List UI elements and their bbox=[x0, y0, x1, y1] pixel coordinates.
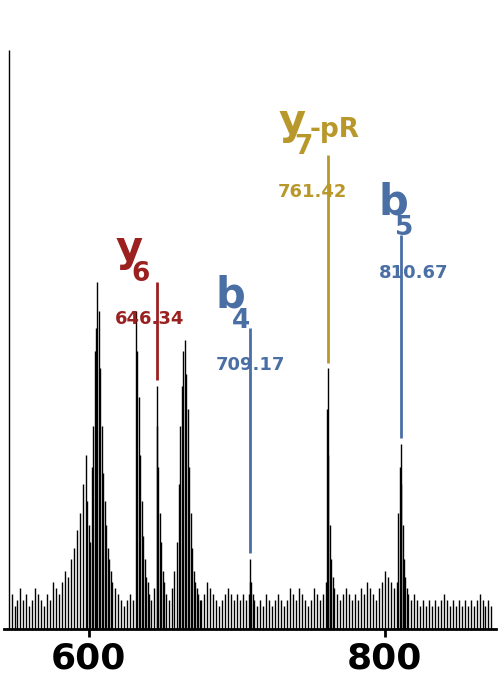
Text: 7: 7 bbox=[294, 134, 313, 160]
Text: 4: 4 bbox=[232, 308, 250, 334]
Text: 6: 6 bbox=[132, 262, 150, 288]
Text: 761.42: 761.42 bbox=[278, 183, 347, 201]
Text: y: y bbox=[115, 228, 142, 270]
Text: 709.17: 709.17 bbox=[216, 356, 286, 374]
Text: 5: 5 bbox=[395, 216, 413, 241]
Text: -pR: -pR bbox=[309, 117, 359, 143]
Text: b: b bbox=[216, 275, 246, 316]
Text: y: y bbox=[278, 101, 305, 143]
Text: 646.34: 646.34 bbox=[115, 310, 184, 328]
Text: b: b bbox=[379, 182, 408, 224]
Text: 810.67: 810.67 bbox=[379, 264, 448, 282]
